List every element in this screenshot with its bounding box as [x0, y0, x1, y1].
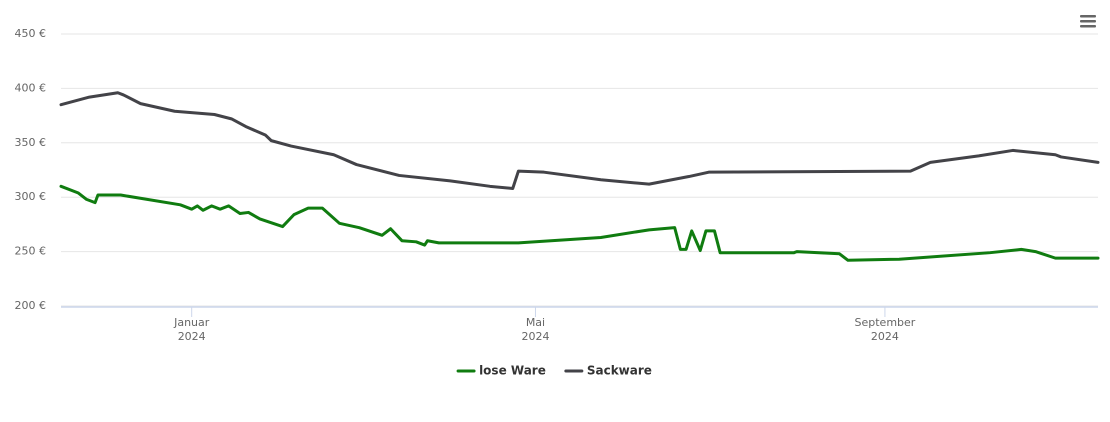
x-tick-label: 2024	[521, 330, 549, 343]
menu-bar	[1080, 15, 1096, 18]
legend-item[interactable]: Sackware	[564, 364, 652, 378]
y-tick-label: 300 €	[15, 190, 47, 203]
x-tick-label: 2024	[871, 330, 899, 343]
x-tick-label: September	[855, 316, 916, 329]
y-tick-label: 250 €	[15, 245, 47, 258]
x-tick-label: 2024	[178, 330, 206, 343]
y-tick-label: 450 €	[15, 27, 47, 40]
menu-button[interactable]	[1080, 15, 1096, 28]
menu-bar	[1080, 20, 1096, 23]
legend-item[interactable]: lose Ware	[456, 364, 546, 378]
series-line	[59, 184, 1100, 262]
y-tick-label: 350 €	[15, 136, 47, 149]
legend-label: Sackware	[587, 364, 652, 378]
series-line	[59, 91, 1100, 190]
legend: lose Ware Sackware	[456, 364, 652, 378]
x-tick-label: Januar	[173, 316, 210, 329]
legend-label: lose Ware	[479, 364, 546, 378]
y-tick-label: 400 €	[15, 81, 47, 94]
y-tick-label: 200 €	[15, 299, 47, 312]
x-tick-label: Mai	[526, 316, 545, 329]
menu-bar	[1080, 25, 1096, 28]
